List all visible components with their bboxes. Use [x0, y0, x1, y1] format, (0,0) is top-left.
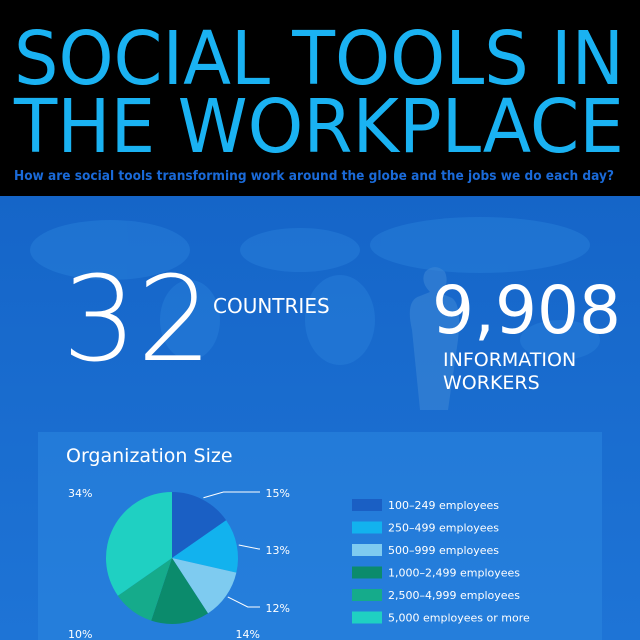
- legend-swatch: [352, 589, 382, 601]
- title-line: THE WORKPLACE: [13, 84, 624, 170]
- data-label: 34%: [68, 487, 92, 500]
- title-line: SOCIAL TOOLS IN: [14, 16, 624, 102]
- data-label: 15%: [266, 487, 290, 500]
- stat-label: INFORMATION: [443, 349, 576, 371]
- world-map: [30, 217, 600, 365]
- legend-label: 100–249 employees: [388, 499, 499, 512]
- title: SOCIAL TOOLS IN THE WORKPLACE: [13, 16, 624, 170]
- stat-value: 32: [62, 250, 212, 388]
- legend-swatch: [352, 611, 382, 624]
- pie-slice: [105, 492, 172, 596]
- stat-label: COUNTRIES: [213, 294, 330, 318]
- pie-slice: [117, 558, 172, 621]
- pie-slice: [172, 492, 227, 558]
- data-label: 14%: [236, 628, 260, 640]
- legend-label: 500–999 employees: [388, 544, 499, 557]
- pie-chart: 15% 13% 12% 14% 10% 34% 100–249 employees 250–4…: [68, 487, 530, 640]
- header-bg: [0, 0, 640, 196]
- legend-swatch: [352, 499, 382, 511]
- leader-line: [227, 596, 260, 608]
- stat-label: WORKERS: [443, 372, 540, 394]
- legend-label: 250–499 employees: [388, 522, 499, 535]
- data-label: 12%: [266, 602, 290, 615]
- legend-swatch: [352, 566, 382, 579]
- subtitle: How are social tools transforming work a…: [14, 169, 614, 184]
- chart-title: Organization Size: [66, 445, 233, 467]
- legend-label: 5,000 employees or more: [388, 612, 530, 625]
- legend-swatch: [352, 544, 382, 556]
- pie-slice: [151, 558, 209, 624]
- legend-label: 1,000–2,499 employees: [388, 567, 520, 580]
- data-label: 10%: [68, 628, 92, 640]
- leader-line: [238, 544, 260, 550]
- pie-slice: [172, 558, 237, 614]
- person-silhouette: [409, 267, 460, 410]
- leader-line: [203, 491, 260, 499]
- data-label: 13%: [266, 544, 290, 557]
- legend-label: 2,500–4,999 employees: [388, 589, 520, 602]
- legend-swatch: [352, 521, 382, 534]
- pie-slice: [172, 520, 238, 573]
- stat-value: 9,908: [432, 272, 621, 349]
